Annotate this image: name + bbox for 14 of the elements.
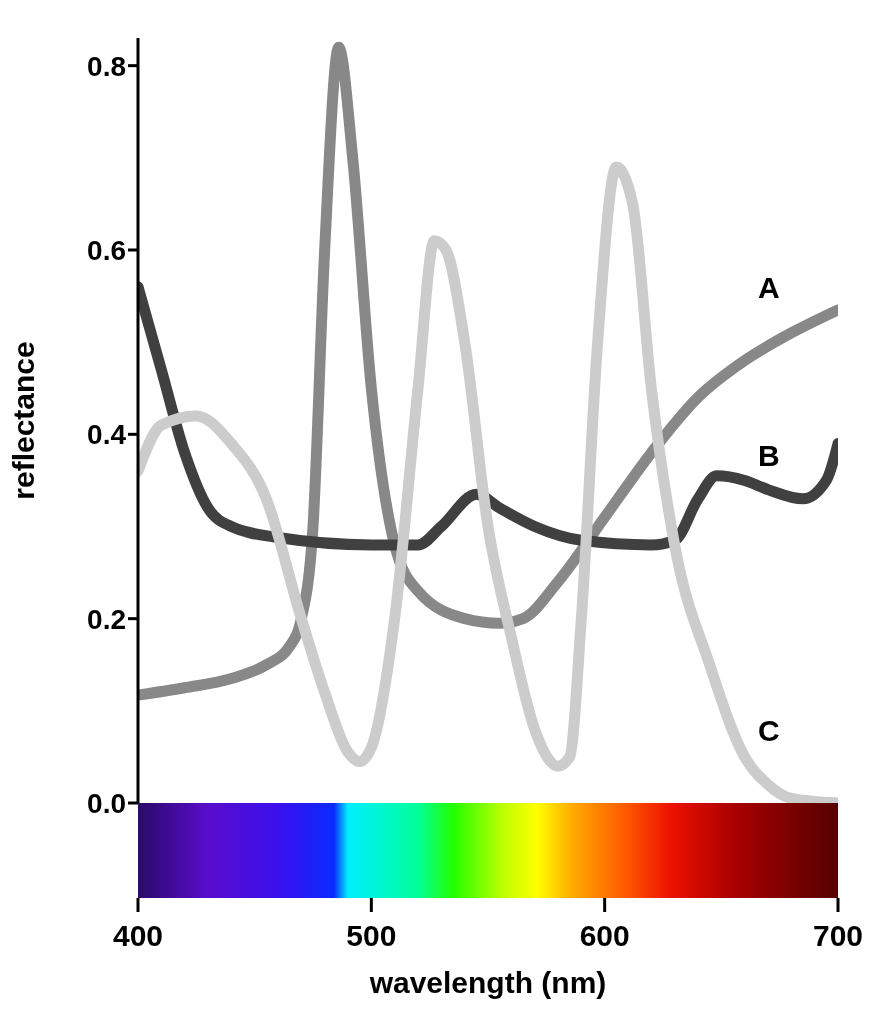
y-tick-label: 0.0	[87, 787, 126, 819]
series-label: A	[758, 270, 780, 304]
x-tick-label: 500	[346, 919, 397, 952]
x-axis-title: wavelength (nm)	[368, 966, 607, 999]
series-label: B	[758, 438, 780, 472]
y-tick-label: 0.4	[87, 419, 127, 451]
x-tick-label: 400	[112, 919, 164, 952]
x-tick-label: 700	[812, 919, 864, 952]
y-axis-title: reflectance	[6, 341, 40, 500]
series-label: C	[758, 714, 780, 747]
y-tick-label: 0.2	[87, 603, 126, 635]
y-tick-label: 0.6	[87, 234, 126, 266]
x-tick-label: 600	[579, 919, 630, 952]
y-tick-label: 0.8	[87, 50, 126, 82]
